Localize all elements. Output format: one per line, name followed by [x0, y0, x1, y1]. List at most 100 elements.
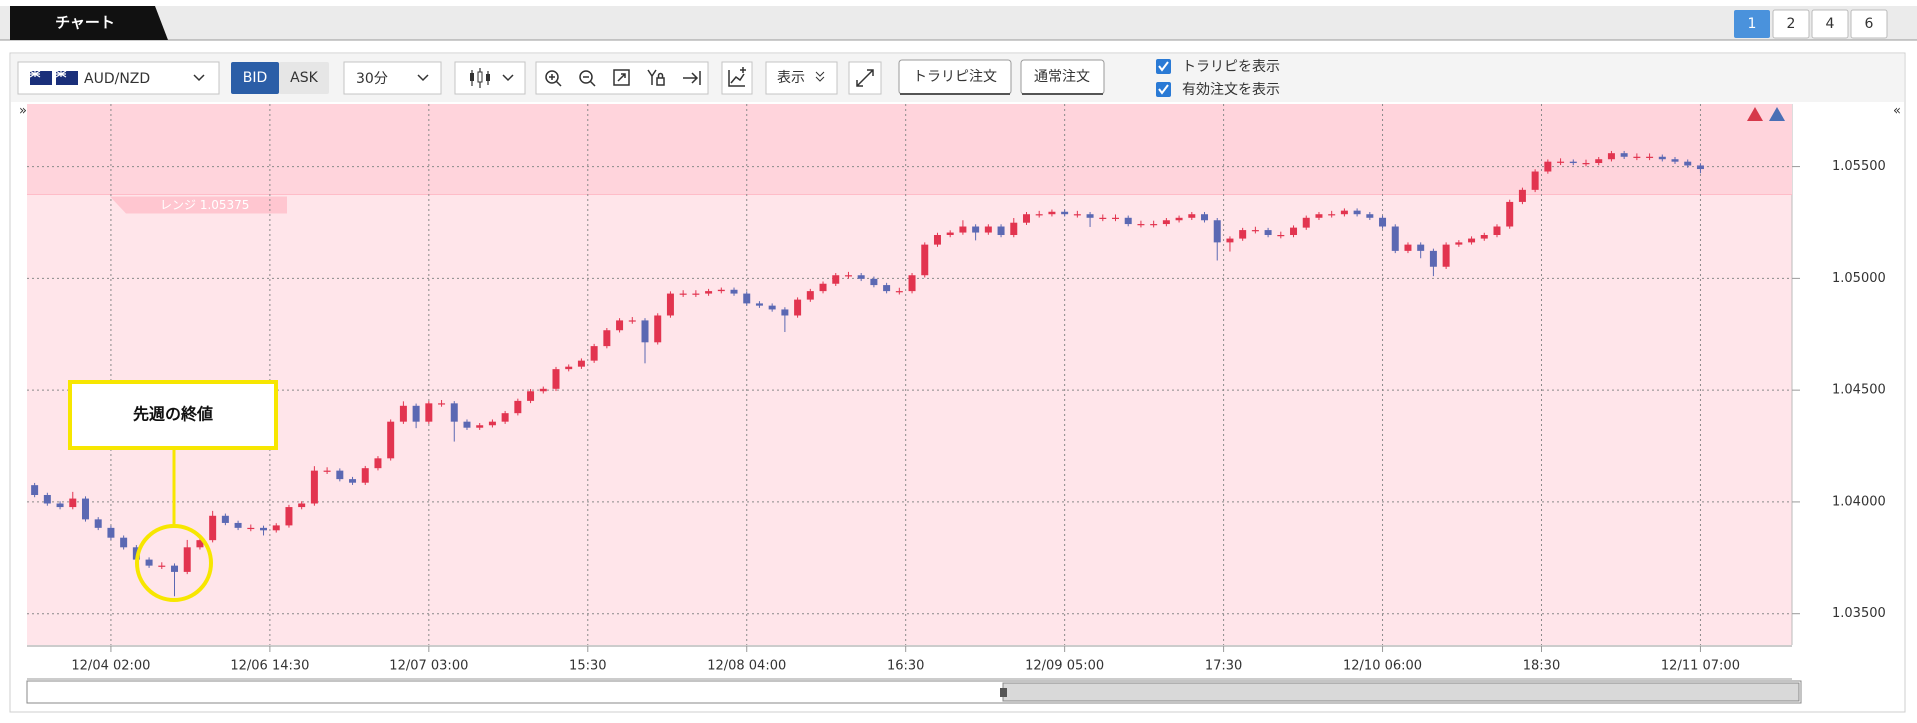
display-select[interactable] — [765, 61, 838, 95]
y-tick-label: 1.04500 — [1832, 383, 1886, 398]
page-button[interactable] — [1772, 9, 1810, 39]
candle-body — [755, 303, 763, 306]
flag-cross — [29, 70, 67, 78]
candle-icon-body — [477, 71, 483, 83]
candle-body — [717, 289, 725, 292]
collapse-right[interactable]: « — [1893, 104, 1901, 119]
callout-circle — [135, 524, 213, 602]
y-lock[interactable] — [647, 69, 665, 86]
zoom-out[interactable] — [579, 70, 596, 87]
candle-body — [260, 527, 268, 531]
timeframe-label: 30分 — [356, 71, 388, 87]
candle-body — [120, 537, 128, 548]
y-tick-label: 1.04000 — [1832, 494, 1886, 509]
collapse-left[interactable]: » — [19, 104, 27, 119]
candle-body — [1340, 210, 1348, 215]
candle-body — [1429, 250, 1437, 267]
zoom-in[interactable] — [545, 70, 562, 87]
candle-body — [94, 519, 102, 528]
candle-body — [1175, 217, 1183, 221]
candle-body — [425, 403, 433, 422]
candle-body — [1366, 214, 1374, 218]
chevron — [193, 74, 205, 82]
scroll-end[interactable] — [683, 71, 701, 85]
candle-body — [1239, 230, 1247, 239]
candle-body — [310, 470, 318, 504]
active-tab[interactable] — [10, 6, 168, 40]
candle-body — [705, 291, 713, 294]
candle-body — [349, 479, 357, 483]
candle-body — [1315, 214, 1323, 218]
x-tick-label: 12/06 14:30 — [230, 659, 309, 674]
fit[interactable] — [613, 69, 630, 86]
page-buttons: 1 2 4 6 — [1734, 9, 1888, 39]
scrollbar-thumb[interactable] — [1002, 682, 1800, 702]
candle-body — [666, 293, 674, 316]
candle-body — [158, 565, 166, 567]
candle-body — [654, 315, 662, 343]
scrollbar-handle[interactable] — [1000, 688, 1007, 697]
x-tick-label: 15:30 — [569, 659, 606, 674]
chevron — [502, 74, 514, 82]
candle-body — [514, 400, 522, 414]
x-tick-label: 12/11 07:00 — [1661, 659, 1740, 674]
candle-body — [183, 547, 191, 572]
candle-body — [1633, 156, 1641, 158]
ask-button[interactable] — [279, 62, 329, 94]
candle-body — [539, 388, 547, 392]
range-label: レンジ 1.05375 — [160, 198, 249, 212]
candle-body — [336, 470, 344, 480]
candle-body — [781, 309, 789, 316]
tab-label: チャート — [55, 14, 115, 32]
candle-body — [1531, 171, 1539, 190]
candle-body — [908, 275, 916, 292]
candle-body — [272, 525, 280, 531]
page-button-label: 6 — [1865, 16, 1874, 32]
bid-label: BID — [243, 70, 268, 86]
candle-body — [196, 540, 204, 548]
candle-body — [1404, 244, 1412, 251]
candle-body — [883, 285, 891, 292]
candle-body — [1353, 210, 1361, 215]
candle-body — [145, 559, 153, 566]
page-button-label: 4 — [1826, 16, 1835, 32]
candle-body — [1671, 159, 1679, 162]
candle-body — [857, 275, 865, 279]
page-button[interactable] — [1811, 9, 1849, 39]
page-button[interactable] — [1850, 9, 1888, 39]
candle-body — [997, 226, 1005, 236]
candle-body — [933, 235, 941, 245]
candle-body — [438, 403, 446, 405]
bid-button[interactable] — [231, 62, 279, 94]
page-button[interactable] — [1734, 10, 1770, 38]
checkbox-label: トラリピを表示 — [1182, 59, 1280, 75]
candle-body — [1302, 217, 1310, 228]
candle-body — [679, 293, 687, 295]
candle-body — [412, 405, 420, 422]
x-tick-label: 12/09 05:00 — [1025, 659, 1104, 674]
bid-marker — [1769, 107, 1785, 121]
candle-body — [1022, 214, 1030, 223]
candle-body — [806, 291, 814, 300]
callout-box — [68, 380, 278, 450]
candle-body — [209, 515, 217, 541]
candle-body — [298, 503, 306, 508]
candle-body — [1480, 235, 1488, 239]
candle-body — [107, 527, 115, 538]
symbol-select[interactable]: AUD/NZD — [17, 61, 220, 95]
candle-body — [1048, 211, 1056, 215]
page-button-label: 1 — [1748, 16, 1757, 32]
x-tick-label: 18:30 — [1523, 659, 1560, 674]
candle-body — [921, 244, 929, 276]
candle-body — [577, 360, 585, 367]
candle-body — [1328, 214, 1336, 216]
checkbox-label: 有効注文を表示 — [1182, 82, 1280, 98]
plot: レンジ 1.05375 1.03500 1.04000 1.04500 1.05000 1… — [27, 104, 1886, 674]
callout-text: 先週の終値 — [133, 405, 213, 424]
candle-body — [31, 485, 39, 495]
symbol-label: AUD/NZD — [84, 71, 150, 87]
tab-bar — [0, 6, 1917, 40]
candle-body — [1099, 217, 1107, 219]
candle-body — [450, 403, 458, 422]
candle-icon-body — [470, 73, 474, 81]
